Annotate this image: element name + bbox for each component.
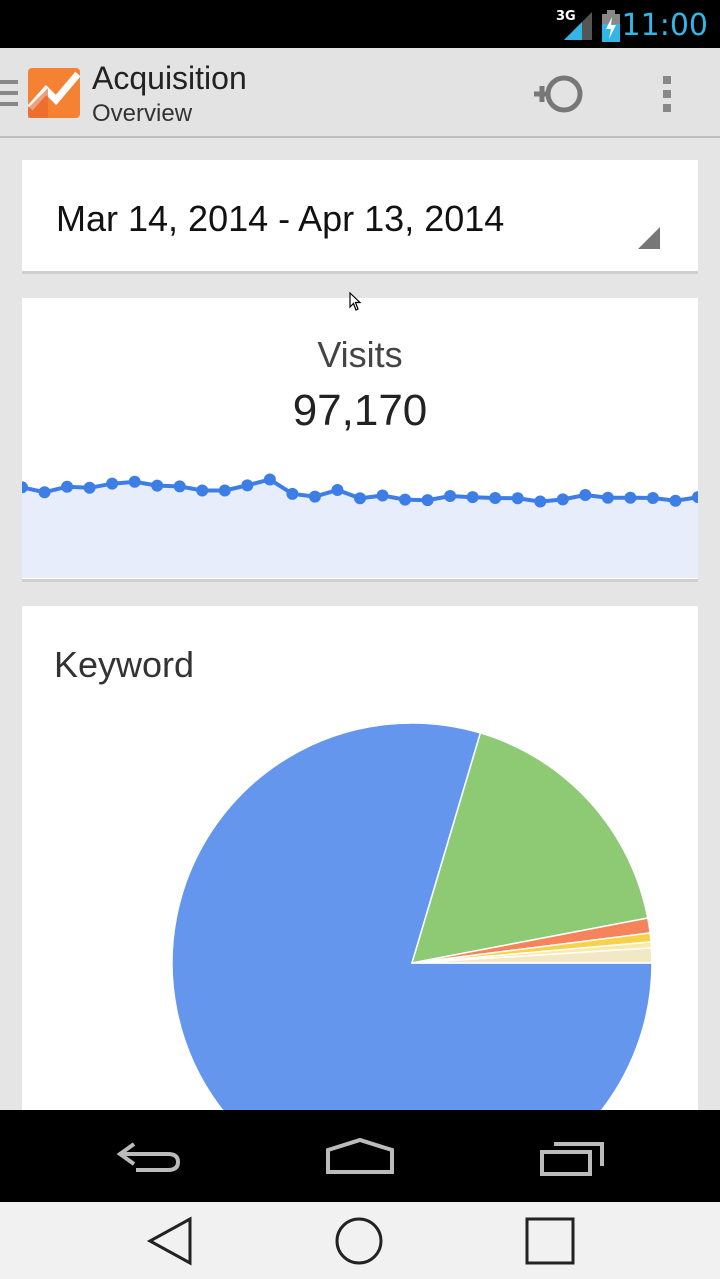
- sparkline-point: [263, 473, 276, 486]
- sparkline-point: [331, 484, 344, 496]
- sparkline-point: [61, 480, 74, 493]
- sparkline-point: [354, 492, 366, 505]
- sparkline-point: [38, 486, 51, 499]
- sparkline-point: [421, 494, 434, 507]
- date-range-label: Mar 14, 2014 - Apr 13, 2014: [56, 198, 505, 239]
- keyword-card[interactable]: Keyword: [22, 606, 698, 1126]
- sparkline-point: [151, 479, 164, 492]
- battery-charging-icon: [602, 10, 620, 42]
- sparkline-point: [173, 480, 186, 493]
- sparkline-point: [489, 491, 502, 504]
- sparkline-point: [308, 490, 321, 503]
- visits-card[interactable]: Visits 97,170: [22, 298, 698, 582]
- sparkline-point: [624, 491, 637, 504]
- recents-icon[interactable]: [538, 1138, 606, 1178]
- home-circle-icon[interactable]: [334, 1216, 384, 1266]
- visits-label: Visits: [317, 334, 403, 375]
- clock: 11:00: [621, 8, 708, 43]
- analytics-logo[interactable]: [28, 68, 80, 118]
- sparkline-point: [579, 488, 592, 501]
- sparkline-point: [534, 495, 547, 508]
- network-type-label: 3G: [556, 9, 576, 24]
- signal-icon: [564, 12, 592, 40]
- sparkline-point: [692, 491, 698, 504]
- sparkline-point: [646, 491, 659, 504]
- pie-slice-2[interactable]: [410, 732, 649, 964]
- sparkline-point: [83, 481, 96, 494]
- sparkline-point: [128, 475, 141, 488]
- drawer-icon[interactable]: [0, 78, 20, 110]
- home-icon[interactable]: [324, 1136, 396, 1176]
- sparkline-point: [669, 494, 682, 507]
- sparkline-point: [218, 484, 231, 497]
- device-nav-bar: [0, 1110, 720, 1202]
- system-nav-bar: [0, 1202, 720, 1279]
- overflow-menu-icon[interactable]: [652, 70, 682, 118]
- action-bar: Acquisition Overview: [0, 48, 720, 138]
- sparkline-point: [241, 479, 254, 492]
- sparkline-area: [22, 479, 698, 578]
- recents-square-icon[interactable]: [524, 1216, 576, 1266]
- pie-slice-1[interactable]: [171, 722, 653, 1126]
- sparkline-point: [466, 491, 479, 504]
- keyword-pie-chart: [171, 722, 653, 1126]
- visits-value: 97,170: [292, 386, 428, 435]
- sparkline-point: [556, 493, 569, 506]
- sparkline-point: [444, 490, 457, 503]
- sparkline-point: [286, 487, 299, 500]
- back-triangle-icon[interactable]: [146, 1216, 194, 1266]
- page-title: Acquisition: [92, 60, 247, 96]
- pie-slice-6[interactable]: [411, 947, 653, 964]
- status-bar: 3G 11:00: [0, 0, 720, 48]
- page-subtitle: Overview: [92, 100, 193, 127]
- sparkline-point: [22, 481, 28, 494]
- visits-sparkline: [22, 473, 698, 578]
- sparkline-point: [601, 491, 614, 504]
- sparkline-point: [511, 492, 524, 505]
- date-range-selector[interactable]: Mar 14, 2014 - Apr 13, 2014: [22, 160, 698, 274]
- sparkline-point: [196, 484, 209, 497]
- mouse-cursor-icon: [349, 292, 362, 311]
- sparkline-point: [106, 477, 119, 490]
- add-segment-icon[interactable]: [530, 70, 594, 118]
- sparkline-point: [376, 489, 389, 502]
- back-icon[interactable]: [116, 1138, 184, 1174]
- dropdown-triangle-icon: [638, 227, 660, 249]
- keyword-label: Keyword: [54, 644, 195, 685]
- sparkline-point: [399, 493, 412, 506]
